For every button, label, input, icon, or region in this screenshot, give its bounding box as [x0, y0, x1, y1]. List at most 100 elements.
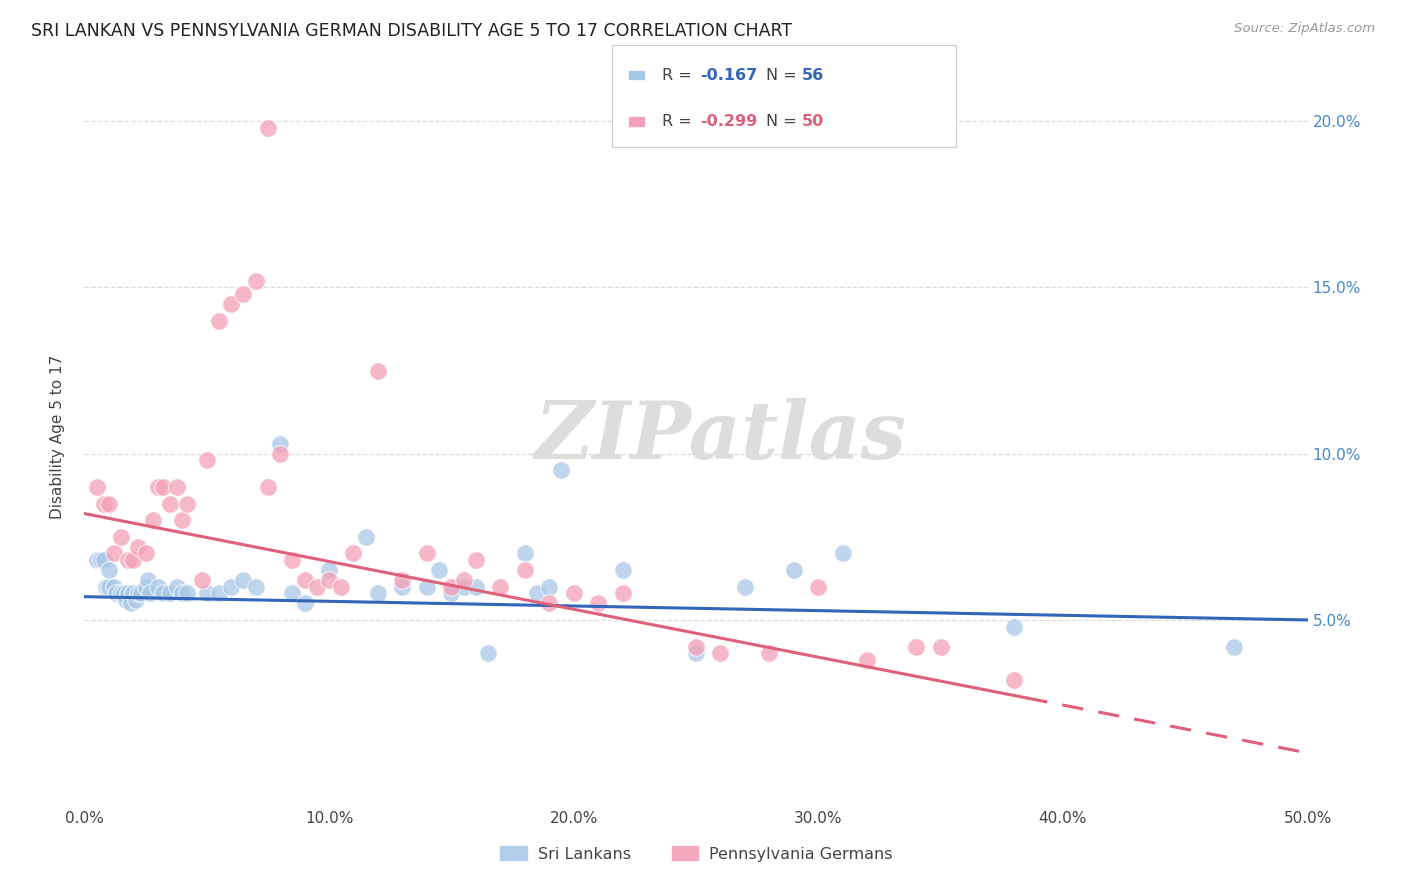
Point — [685, 640, 707, 654]
Point — [245, 274, 267, 288]
Text: 50: 50 — [801, 114, 824, 129]
Point — [550, 463, 572, 477]
Point — [110, 586, 132, 600]
Point — [105, 586, 128, 600]
Point — [172, 586, 194, 600]
Point — [245, 580, 267, 594]
Point — [152, 586, 174, 600]
Point — [294, 596, 316, 610]
Point — [929, 640, 952, 654]
Point — [97, 563, 120, 577]
Point — [1002, 619, 1025, 633]
Point — [477, 646, 499, 660]
Point — [562, 586, 585, 600]
Point — [685, 646, 707, 660]
Point — [127, 586, 149, 600]
Point — [538, 596, 561, 610]
Point — [127, 540, 149, 554]
Point — [269, 447, 291, 461]
Point — [93, 497, 115, 511]
Point — [905, 640, 928, 654]
Point — [734, 580, 756, 594]
Point — [831, 546, 853, 560]
Point — [856, 653, 879, 667]
Point — [219, 580, 242, 594]
Point — [176, 586, 198, 600]
Point — [464, 580, 486, 594]
Point — [269, 436, 291, 450]
Point — [427, 563, 450, 577]
Point — [538, 580, 561, 594]
Point — [125, 593, 148, 607]
Text: R =: R = — [662, 114, 697, 129]
Point — [391, 573, 413, 587]
Point — [117, 553, 139, 567]
Point — [232, 287, 254, 301]
Point — [208, 586, 231, 600]
Point — [219, 297, 242, 311]
Point — [103, 546, 125, 560]
Point — [135, 546, 157, 560]
Point — [464, 553, 486, 567]
Text: N =: N = — [766, 114, 803, 129]
Point — [305, 580, 328, 594]
Point — [367, 363, 389, 377]
Point — [318, 573, 340, 587]
Point — [142, 513, 165, 527]
Point — [129, 586, 152, 600]
Point — [172, 513, 194, 527]
Point — [135, 580, 157, 594]
Point — [103, 580, 125, 594]
Point — [440, 580, 463, 594]
Point — [330, 580, 353, 594]
Point — [97, 497, 120, 511]
Point — [281, 586, 304, 600]
Text: -0.299: -0.299 — [700, 114, 758, 129]
Point — [440, 586, 463, 600]
Point — [416, 580, 439, 594]
Point — [96, 580, 118, 594]
Point — [232, 573, 254, 587]
Point — [93, 553, 115, 567]
Point — [86, 553, 108, 567]
Point — [807, 580, 830, 594]
Point — [97, 580, 120, 594]
Text: 56: 56 — [801, 68, 824, 83]
Point — [513, 563, 536, 577]
Point — [191, 573, 214, 587]
Text: -0.167: -0.167 — [700, 68, 758, 83]
Point — [453, 573, 475, 587]
Point — [281, 553, 304, 567]
Point — [513, 546, 536, 560]
Point — [122, 586, 145, 600]
Point — [136, 573, 159, 587]
Point — [1002, 673, 1025, 687]
Point — [166, 580, 188, 594]
Point — [159, 497, 181, 511]
Point — [112, 586, 135, 600]
Point — [208, 314, 231, 328]
Text: ZIPatlas: ZIPatlas — [534, 399, 907, 475]
Point — [342, 546, 364, 560]
Point — [758, 646, 780, 660]
Point — [139, 586, 162, 600]
Point — [489, 580, 512, 594]
Point — [122, 553, 145, 567]
Y-axis label: Disability Age 5 to 17: Disability Age 5 to 17 — [51, 355, 65, 519]
Point — [294, 573, 316, 587]
Point — [416, 546, 439, 560]
Point — [612, 563, 634, 577]
Point — [709, 646, 731, 660]
Point — [159, 586, 181, 600]
Point — [367, 586, 389, 600]
Point — [146, 580, 169, 594]
Legend: Sri Lankans, Pennsylvania Germans: Sri Lankans, Pennsylvania Germans — [494, 838, 898, 868]
Point — [120, 596, 142, 610]
Point — [257, 120, 280, 135]
Point — [110, 530, 132, 544]
Point — [783, 563, 806, 577]
Point — [257, 480, 280, 494]
Point — [146, 480, 169, 494]
Text: Source: ZipAtlas.com: Source: ZipAtlas.com — [1234, 22, 1375, 36]
Point — [176, 497, 198, 511]
